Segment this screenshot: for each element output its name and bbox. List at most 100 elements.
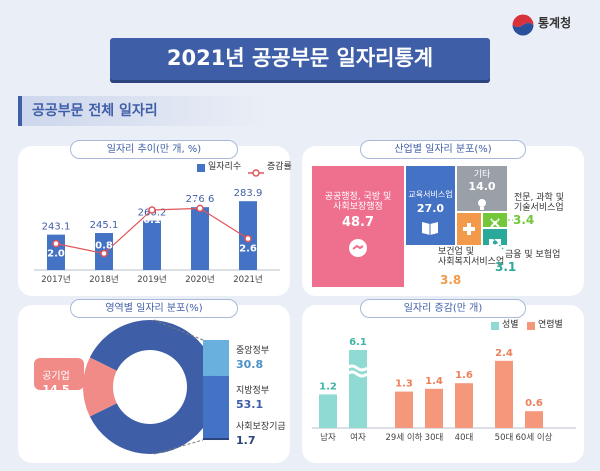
money-icon [489,232,501,246]
change-bar [395,391,413,428]
sector-title: 영역별 일자리 분포(%) [70,299,238,318]
trend-count-label: 283.9 [234,188,263,199]
breakdown-segment [203,375,229,439]
treemap-value-education: 27.0 [416,202,445,215]
change-category-label: 29세 이하 [386,432,423,443]
trend-rate-label: 0.8 [95,240,113,251]
treemap-label-other: 기타 [473,170,491,180]
legend-rate-label: 증감률 [267,162,292,172]
trend-rate-point [100,249,108,258]
trend-year-label: 2018년 [89,274,118,285]
trend-rate-point [148,206,156,214]
book-icon [421,219,439,235]
legend-age-label: 연령별 [538,320,563,330]
change-title: 일자리 증감(만 개) [360,299,526,318]
change-value-label: 1.6 [455,370,473,381]
trend-year-label: 2020년 [185,274,214,285]
finance-label: 금융 및 보험업 [505,250,561,260]
health-label: 보건업 및 사회복지서비스업 [438,247,505,268]
social-fund-label: 사회보장기금 [236,422,286,432]
section-title: 공공부문 전체 일자리 [32,103,158,119]
health-value: 3.8 [440,273,462,287]
trend-rate-label: 6.3 [191,195,209,206]
change-category-label: 60세 이상 [516,432,553,443]
trend-chart: 243.12017년245.12018년260.22019년276.62020년… [34,188,280,285]
trend-rate-point [52,239,60,248]
government-emblem-icon [512,14,534,36]
change-category-label: 30대 [425,433,444,443]
leader-lines [490,219,513,251]
treemap-label-public-admin: 공공행정, 국방 및 사회보장행정 [324,192,392,213]
change-value-label: 1.3 [395,379,413,390]
trend-bar-2017 [47,234,65,270]
legend-count-swatch [197,164,205,172]
trend-count-label: 245.1 [90,220,119,231]
section-bar [18,96,268,126]
lightbulb-icon [477,196,487,210]
local-gov-label: 지방정부 [236,386,270,396]
trend-bar-2019 [143,220,161,270]
change-bar [455,383,473,428]
connector-top [153,319,204,341]
treemap-cell-education: 교육서비스업 27.0 [406,166,455,245]
trend-year-label: 2017년 [41,274,70,285]
general-gov-value: 85.5 [137,396,165,409]
treemap-value-public-admin: 48.7 [341,215,375,230]
axis-break-mark [346,364,368,378]
trend-bar-2020 [191,207,209,270]
breakdown-segment [203,340,229,376]
trend-count-label: 276.6 [186,194,215,205]
industry-title: 산업별 일자리 분포(%) [360,140,526,159]
general-gov-label: 일반 정부 [141,372,161,395]
treemap-label-education: 교육서비스업 [408,190,453,199]
treemap-cell-health [457,213,481,245]
science-label: 전문, 과학 및 기술서비스업 [514,193,564,214]
change-value-label: 1.4 [425,376,443,387]
donut-slice-general-gov [89,320,217,454]
trend-count-label: 243.1 [42,222,71,233]
legend-rate-swatch [248,163,264,177]
trend-title: 일자리 추이(만 개, %) [70,140,238,159]
public-corp-value: 14.5 [42,383,70,396]
social-fund-value: 1.7 [236,434,256,447]
breakdown-segment [203,438,229,441]
change-value-label: 0.6 [525,398,543,409]
handshake-icon [348,238,368,258]
treemap-cell-other: 기타 14.0 [457,166,507,211]
change-value-label: 6.1 [349,337,367,348]
change-bar [525,411,543,428]
change-value-label: 1.2 [319,381,337,392]
trend-year-label: 2019년 [137,274,166,285]
legend-count-label: 일자리수 [208,162,242,172]
trend-rate-label: 6.1 [143,215,161,226]
change-value-label: 2.4 [495,348,513,359]
trend-rate-point [244,234,252,243]
local-gov-value: 53.1 [236,398,264,411]
trend-rate-label: 2.0 [47,249,65,260]
trend-rate-label: 2.6 [239,244,257,255]
healthcare-icon [461,221,477,237]
legend-gender-swatch [491,322,499,330]
central-gov-label: 중앙정부 [236,346,270,356]
connector-bottom [153,439,204,455]
treemap-cell-public-admin: 공공행정, 국방 및 사회보장행정 48.7 [312,166,404,287]
donut-slice-public-corp [82,357,117,417]
legend-age-swatch [527,322,535,330]
change-chart: 1.2 남자 6.1 여자 1.3 29세 이하 1.4 30대 1.6 40대 2.4 50대 0.6… [312,337,576,443]
central-gov-value: 30.8 [236,358,264,371]
trend-year-label: 2021년 [233,274,262,285]
logo-text: 통계청 [538,16,572,30]
treemap-cell-finance [483,229,507,246]
change-bar [495,360,513,428]
legend-gender-label: 성별 [502,320,519,330]
page-title: 2021년 공공부문 일자리통계 [110,38,490,80]
change-bar [349,350,367,428]
sector-chart [34,319,229,455]
public-corp-callout [34,358,84,390]
public-corp-label: 공기업 [42,371,70,382]
finance-value: 3.1 [495,260,517,274]
treemap-value-other: 14.0 [468,180,496,193]
change-category-label: 50대 [495,433,514,443]
change-category-label: 남자 [320,433,336,443]
